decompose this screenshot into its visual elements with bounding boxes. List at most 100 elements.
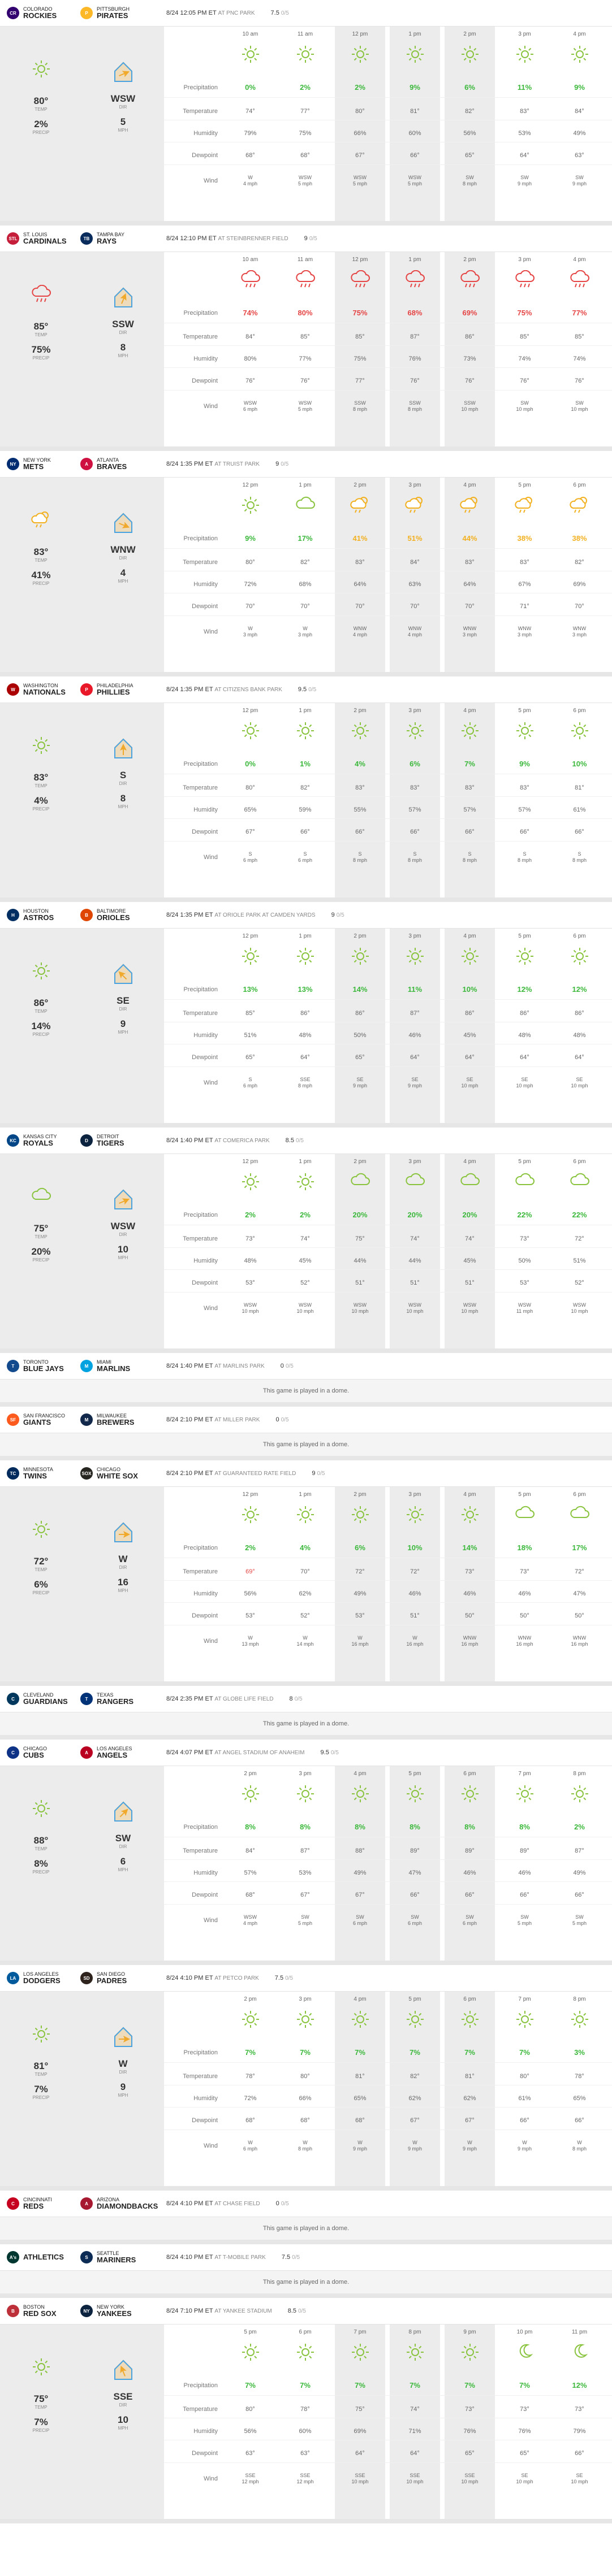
home-team-name: MARLINS	[97, 1364, 131, 1373]
summary-weather-icon	[0, 1799, 82, 1825]
hour-temp: 86°	[465, 333, 475, 340]
home-team-city: MILWAUKEE	[97, 1413, 127, 1419]
hour-column: 12 pm 2% 69° 56% 53° W 13 mph	[225, 1487, 275, 1681]
game-rating: 8.5 0/5	[286, 1137, 304, 1144]
hour-time: 2 pm	[463, 257, 476, 263]
home-team[interactable]: A ATLANTA BRAVES	[80, 457, 154, 471]
sun-icon	[390, 1505, 440, 1524]
hour-column: 5 pm 18% 73° 46% 50° WNW 16 mph	[499, 1487, 550, 1681]
row-divider	[164, 1904, 612, 1905]
hour-time: 4 pm	[354, 1771, 367, 1777]
summary-temp: 88°	[33, 1835, 49, 1846]
away-team[interactable]: T TORONTO BLUE JAYS	[7, 1359, 80, 1373]
away-team[interactable]: W WASHINGTON NATIONALS	[7, 683, 80, 696]
game-rating: 9 0/5	[304, 235, 317, 242]
hour-wind-speed: 8 mph	[407, 406, 422, 412]
sun-icon	[225, 2343, 275, 2362]
game-time: 8/24 2:10 PM ET AT MILLER PARK	[166, 1416, 260, 1423]
hour-dewpoint: 68°	[245, 152, 255, 159]
ballpark-name: AT COMERICA PARK	[214, 1138, 270, 1144]
home-team[interactable]: B BALTIMORE ORIOLES	[80, 908, 154, 922]
hour-humidity: 44%	[408, 1257, 421, 1264]
hour-dewpoint: 66°	[465, 829, 475, 835]
hour-column: 2 pm 69% 86° 73% 76° SSW 10 mph	[445, 252, 495, 446]
home-team[interactable]: M MILWAUKEE BREWERS	[80, 1413, 154, 1426]
hour-column: 4 pm 9% 84° 49% 63° SW 9 mph	[554, 27, 605, 221]
ballpark-name: AT ORIOLE PARK AT CAMDEN YARDS	[214, 912, 316, 918]
hour-humidity: 46%	[518, 1590, 531, 1597]
game-rating: 8.5 0/5	[288, 2308, 306, 2314]
away-team[interactable]: LA LOS ANGELES DODGERS	[7, 1971, 80, 1985]
away-team[interactable]: H HOUSTON ASTROS	[7, 908, 80, 922]
summary-wind-dir: WSW	[110, 1221, 136, 1231]
home-team-city: ARIZONA	[97, 2197, 120, 2202]
hour-wind: SW 5 mph	[499, 1914, 550, 1927]
hour-precip: 44%	[462, 534, 477, 543]
hour-wind-speed: 12 mph	[242, 2479, 259, 2484]
home-team[interactable]: M MIAMI MARLINS	[80, 1359, 154, 1373]
hour-humidity: 66%	[299, 2095, 312, 2102]
forecast-summary: 75° TEMP 20% PRECIP WSW DIR 10 MPH	[0, 1154, 164, 1348]
home-team[interactable]: SD SAN DIEGO PADRES	[80, 1971, 154, 1985]
ballpark-name: AT T-MOBILE PARK	[214, 2254, 266, 2261]
sun-icon	[445, 1784, 495, 1803]
away-team[interactable]: B BOSTON RED SOX	[7, 2304, 80, 2318]
hour-wind-speed: 6 mph	[407, 1920, 422, 1926]
home-team[interactable]: NY NEW YORK YANKEES	[80, 2304, 154, 2318]
away-team[interactable]: KC KANSAS CITY ROYALS	[7, 1134, 80, 1147]
forecast-summary: 75° TEMP 7% PRECIP SSE DIR 10 MPH	[0, 2325, 164, 2519]
wind-direction-icon	[82, 1187, 164, 1213]
sun-icon	[335, 947, 385, 966]
hour-dewpoint: 66°	[575, 2450, 584, 2457]
summary-wind-speed: 10	[118, 2414, 128, 2425]
game-card: KC KANSAS CITY ROYALS D DETROIT TIGERS 8/24 1:…	[0, 1127, 612, 1353]
hour-wind: WNW 3 mph	[554, 626, 605, 638]
game-time: 8/24 1:40 PM ET AT MARLINS PARK	[166, 1363, 265, 1369]
hour-temp: 73°	[465, 2406, 475, 2413]
hour-temp: 89°	[410, 1848, 420, 1854]
away-team-city: SAN FRANCISCO	[23, 1413, 66, 1419]
home-team[interactable]: T TEXAS RANGERS	[80, 1692, 154, 1706]
home-team[interactable]: SOX CHICAGO WHITE SOX	[80, 1467, 154, 1480]
game-start-time: 8/24 2:10 PM ET	[166, 1416, 215, 1423]
away-team[interactable]: C CHICAGO CUBS	[7, 1746, 80, 1759]
away-team[interactable]: TC MINNESOTA TWINS	[7, 1467, 80, 1480]
hour-humidity: 77%	[299, 355, 312, 362]
hour-column: 5 pm 9% 83° 57% 66° S 8 mph	[499, 703, 550, 897]
hour-wind: SW 5 mph	[280, 1914, 330, 1927]
hour-wind-speed: 8 mph	[352, 857, 367, 863]
precip-label: PRECIP	[32, 1870, 50, 1875]
hour-dewpoint: 65°	[245, 1054, 255, 1061]
hour-wind: SW 8 mph	[445, 175, 495, 187]
home-team[interactable]: A ARIZONA DIAMONDBACKS	[80, 2197, 158, 2210]
away-team[interactable]: CR COLORADO ROCKIES	[7, 6, 80, 20]
hour-temp: 83°	[520, 559, 529, 566]
hour-precip: 7%	[519, 2048, 530, 2057]
hour-column: 12 pm 0% 80° 65% 67° S 6 mph	[225, 703, 275, 897]
home-team[interactable]: D DETROIT TIGERS	[80, 1134, 154, 1147]
hour-wind: SSE 10 mph	[390, 2473, 440, 2485]
away-team[interactable]: NY NEW YORK METS	[7, 457, 80, 471]
hour-wind-dir: SW	[575, 1914, 584, 1920]
summary-precip: 8%	[34, 1858, 48, 1869]
game-rating: 0 0/5	[281, 1363, 294, 1369]
home-team[interactable]: A LOS ANGELES ANGELS	[80, 1746, 154, 1759]
away-team[interactable]: C CLEVELAND GUARDIANS	[7, 1692, 80, 1706]
home-team[interactable]: P PITTSBURGH PIRATES	[80, 6, 154, 20]
hourly-forecast-grid: Precipitation Temperature Humidity Dewpoint…	[164, 2325, 612, 2519]
rating-value: 9.5	[320, 1749, 331, 1756]
hour-time: 10 am	[242, 31, 258, 37]
home-team[interactable]: S SEATTLE MARINERS	[80, 2250, 154, 2264]
hour-dewpoint: 66°	[410, 829, 420, 835]
row-label-temperature: Temperature	[183, 108, 218, 115]
home-team[interactable]: P PHILADELPHIA PHILLIES	[80, 683, 154, 696]
away-team[interactable]: C CINCINNATI REDS	[7, 2197, 80, 2210]
hour-time: 2 pm	[244, 1996, 257, 2002]
home-team[interactable]: TB TAMPA BAY RAYS	[80, 232, 154, 245]
hour-wind-dir: WNW	[572, 1635, 587, 1641]
away-team[interactable]: STL ST. LOUIS CARDINALS	[7, 232, 80, 245]
away-team[interactable]: SF SAN FRANCISCO GIANTS	[7, 1413, 80, 1426]
game-rating: 9.5 0/5	[298, 686, 316, 693]
away-team[interactable]: A's ATHLETICS	[7, 2251, 80, 2263]
away-team-name: ASTROS	[23, 913, 54, 922]
